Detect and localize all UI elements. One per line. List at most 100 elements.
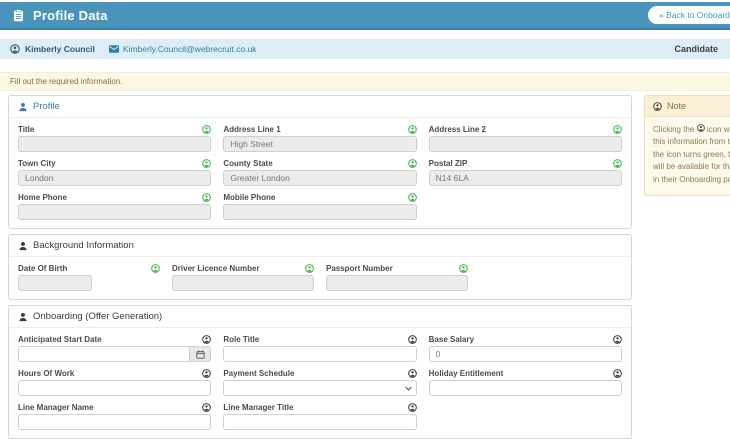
back-to-onboarding-profiles-button[interactable]: « Back to Onboarding Profiles <box>648 6 730 24</box>
background-section-title: Background Information <box>33 240 134 251</box>
field-label: Mobile Phone <box>223 192 276 202</box>
request-field-icon[interactable] <box>202 334 212 344</box>
person-icon <box>18 241 28 251</box>
note-column: Note Clicking the icon will allow you to… <box>644 95 730 196</box>
candidate-name: Kimberly Council <box>25 44 95 54</box>
onboarding-section-title: Onboarding (Offer Generation) <box>33 311 163 322</box>
main-content: Profile Title Address Line 1 <box>8 95 730 444</box>
field-line-manager-name: Line Manager Name <box>18 402 212 430</box>
field-mobile-phone: Mobile Phone <box>223 192 417 220</box>
note-header: Note <box>645 96 730 117</box>
request-field-icon[interactable] <box>613 158 622 168</box>
background-information-panel: Background Information Date Of Birth Dri… <box>8 234 632 300</box>
request-field-icon[interactable] <box>202 402 212 412</box>
mobile-phone-input <box>223 204 417 220</box>
field-label: Town City <box>18 158 56 168</box>
line-manager-title-input[interactable] <box>223 414 417 430</box>
hours-of-work-input[interactable] <box>18 380 212 396</box>
field-address-line-1: Address Line 1 <box>223 124 417 152</box>
user-circle-icon <box>10 44 20 54</box>
profile-panel-heading: Profile <box>9 96 631 118</box>
alert-text: Fill out the required information. <box>10 77 123 86</box>
request-field-icon[interactable] <box>459 263 468 273</box>
clipboard-icon <box>12 8 25 22</box>
form-column: Profile Title Address Line 1 <box>8 95 632 444</box>
request-field-icon[interactable] <box>407 334 417 344</box>
required-info-alert: Fill out the required information. <box>0 72 730 91</box>
field-town-city: Town City <box>18 158 212 186</box>
passport-number-input <box>326 275 468 291</box>
request-field-icon[interactable] <box>202 158 212 168</box>
note-text-after: icon will allow you to request this info… <box>653 125 730 184</box>
address-line-1-input <box>223 136 417 152</box>
envelope-icon <box>108 45 119 53</box>
field-label: Payment Schedule <box>223 368 295 378</box>
candidate-email: Kimberly.Council@webrecruit.co.uk <box>122 44 257 54</box>
field-label: Role Title <box>223 334 260 344</box>
note-icon <box>653 101 662 111</box>
field-label: Line Manager Name <box>18 402 94 412</box>
request-field-icon[interactable] <box>305 263 314 273</box>
request-field-icon[interactable] <box>613 124 622 134</box>
line-manager-name-input[interactable] <box>18 414 212 430</box>
page-header: Profile Data « Back to Onboarding Profil… <box>0 2 730 30</box>
profile-panel: Profile Title Address Line 1 <box>8 95 632 229</box>
profile-section-title: Profile <box>33 101 60 112</box>
onboarding-panel-heading: Onboarding (Offer Generation) <box>9 306 631 328</box>
field-hours-of-work: Hours Of Work <box>18 368 212 396</box>
driver-licence-number-input <box>172 275 314 291</box>
payment-schedule-select[interactable] <box>223 380 417 396</box>
candidate-label: Candidate <box>674 44 718 54</box>
note-body: Clicking the icon will allow you to requ… <box>645 117 730 195</box>
candidate-info-bar: Kimberly Council Kimberly.Council@webrec… <box>0 39 730 59</box>
base-salary-input[interactable] <box>428 346 622 362</box>
field-role-title: Role Title <box>223 334 417 362</box>
field-holiday-entitlement: Holiday Entitlement <box>428 368 622 396</box>
postal-zip-input <box>428 170 622 186</box>
field-label: Home Phone <box>18 192 67 202</box>
request-field-icon[interactable] <box>202 192 212 202</box>
request-field-icon[interactable] <box>407 368 417 378</box>
anticipated-start-date-input[interactable] <box>18 346 191 362</box>
request-field-icon[interactable] <box>613 334 622 344</box>
field-passport-number: Passport Number <box>326 263 468 291</box>
page-title: Profile Data <box>33 7 108 23</box>
role-title-input[interactable] <box>223 346 417 362</box>
calendar-icon[interactable] <box>190 346 212 362</box>
field-date-of-birth: Date Of Birth <box>18 263 160 291</box>
title-input <box>18 136 212 152</box>
field-title: Title <box>18 124 212 152</box>
holiday-entitlement-input[interactable] <box>428 380 622 396</box>
field-label: Anticipated Start Date <box>18 334 102 344</box>
home-phone-input <box>18 204 212 220</box>
field-label: Title <box>18 124 35 134</box>
address-line-2-input <box>428 136 622 152</box>
note-text-before: Clicking the <box>653 125 695 134</box>
field-label: Date Of Birth <box>18 263 68 273</box>
request-field-icon[interactable] <box>407 192 417 202</box>
request-field-icon[interactable] <box>151 263 160 273</box>
onboarding-panel: Onboarding (Offer Generation) Anticipate… <box>8 305 632 439</box>
field-anticipated-start-date: Anticipated Start Date <box>18 334 212 362</box>
request-field-icon[interactable] <box>202 368 212 378</box>
chevron-down-icon <box>404 386 412 391</box>
request-field-icon[interactable] <box>407 124 417 134</box>
county-state-input <box>223 170 417 186</box>
note-panel: Note Clicking the icon will allow you to… <box>644 95 730 196</box>
request-field-icon[interactable] <box>407 402 417 412</box>
field-label: Address Line 1 <box>223 124 281 134</box>
town-city-input <box>18 170 212 186</box>
field-label: Hours Of Work <box>18 368 75 378</box>
field-label: Postal ZIP <box>428 158 468 168</box>
request-field-icon[interactable] <box>202 124 212 134</box>
date-of-birth-input <box>18 275 92 291</box>
field-label: Passport Number <box>326 263 393 273</box>
request-field-icon[interactable] <box>613 368 622 378</box>
candidate-email-link[interactable]: Kimberly.Council@webrecruit.co.uk <box>108 44 257 54</box>
person-icon <box>18 102 28 112</box>
request-field-icon[interactable] <box>407 158 417 168</box>
field-line-manager-title: Line Manager Title <box>223 402 417 430</box>
field-base-salary: Base Salary <box>428 334 622 362</box>
note-title: Note <box>667 101 687 111</box>
field-label: Driver Licence Number <box>172 263 260 273</box>
